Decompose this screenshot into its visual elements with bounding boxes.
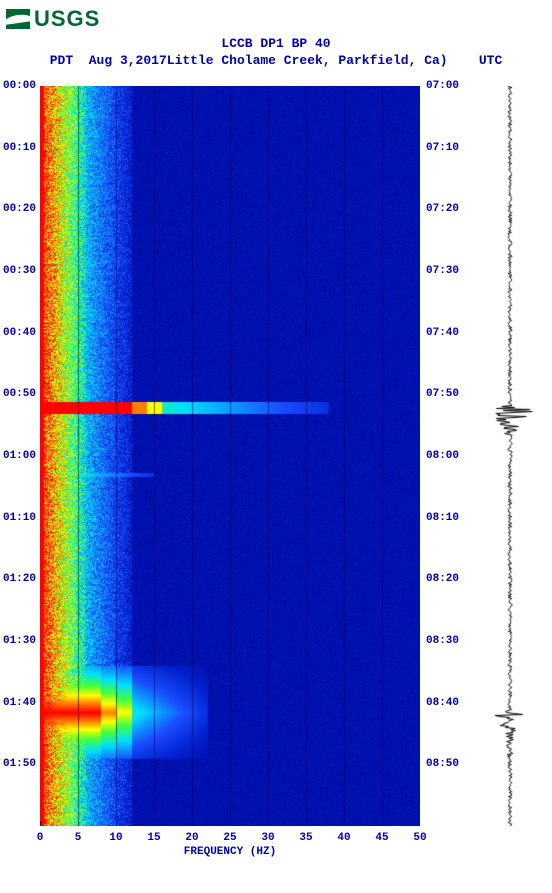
pdt-time-label: 00:00 <box>3 80 36 92</box>
spectrogram-area <box>40 86 420 826</box>
pdt-time-label: 00:50 <box>3 388 36 400</box>
freq-tick-label: 5 <box>75 832 82 844</box>
pdt-time-label: 01:30 <box>3 635 36 647</box>
utc-time-label: 07:50 <box>426 388 459 400</box>
x-axis-frequency: 05101520253035404550FREQUENCY (HZ) <box>40 828 420 868</box>
header-title: LCCB DP1 BP 40 <box>221 36 330 51</box>
pdt-label: PDT <box>50 53 73 68</box>
freq-tick-label: 40 <box>337 832 350 844</box>
utc-time-label: 08:50 <box>426 758 459 770</box>
pdt-time-label: 00:30 <box>3 265 36 277</box>
waveform-canvas <box>475 86 545 826</box>
freq-tick-label: 50 <box>413 832 426 844</box>
header-location: Little Cholame Creek, Parkfield, Ca) <box>167 53 448 68</box>
freq-tick-label: 25 <box>223 832 236 844</box>
pdt-time-label: 01:00 <box>3 450 36 462</box>
freq-tick-label: 15 <box>147 832 160 844</box>
freq-tick-label: 45 <box>375 832 388 844</box>
utc-time-label: 08:40 <box>426 697 459 709</box>
x-axis-label: FREQUENCY (HZ) <box>184 846 276 858</box>
freq-tick-label: 0 <box>37 832 44 844</box>
utc-time-label: 07:40 <box>426 327 459 339</box>
pdt-time-label: 00:20 <box>3 203 36 215</box>
logo-wave-icon <box>6 9 30 29</box>
pdt-time-label: 01:20 <box>3 573 36 585</box>
page-root: USGS LCCB DP1 BP 40 PDT Aug 3,2017Little… <box>0 0 552 893</box>
usgs-logo: USGS <box>6 6 100 32</box>
utc-time-label: 07:30 <box>426 265 459 277</box>
pdt-time-label: 00:40 <box>3 327 36 339</box>
utc-time-label: 08:30 <box>426 635 459 647</box>
header-date: Aug 3,2017 <box>89 53 167 68</box>
freq-tick-label: 30 <box>261 832 274 844</box>
logo-text: USGS <box>34 6 100 32</box>
pdt-time-label: 01:50 <box>3 758 36 770</box>
chart-header: LCCB DP1 BP 40 PDT Aug 3,2017Little Chol… <box>0 36 552 70</box>
waveform-trace-area <box>475 86 545 826</box>
utc-time-label: 07:00 <box>426 80 459 92</box>
utc-time-label: 07:20 <box>426 203 459 215</box>
utc-time-label: 07:10 <box>426 142 459 154</box>
y-axis-right-utc: 07:0007:1007:2007:3007:4007:5008:0008:10… <box>424 86 464 826</box>
utc-time-label: 08:10 <box>426 512 459 524</box>
freq-tick-label: 35 <box>299 832 312 844</box>
pdt-time-label: 01:40 <box>3 697 36 709</box>
utc-time-label: 08:20 <box>426 573 459 585</box>
utc-time-label: 08:00 <box>426 450 459 462</box>
pdt-time-label: 01:10 <box>3 512 36 524</box>
pdt-time-label: 00:10 <box>3 142 36 154</box>
y-axis-left-pdt: 00:0000:1000:2000:3000:4000:5001:0001:10… <box>0 86 38 826</box>
spectrogram-canvas <box>40 86 420 826</box>
utc-label: UTC <box>479 53 502 68</box>
freq-tick-label: 10 <box>109 832 122 844</box>
freq-tick-label: 20 <box>185 832 198 844</box>
